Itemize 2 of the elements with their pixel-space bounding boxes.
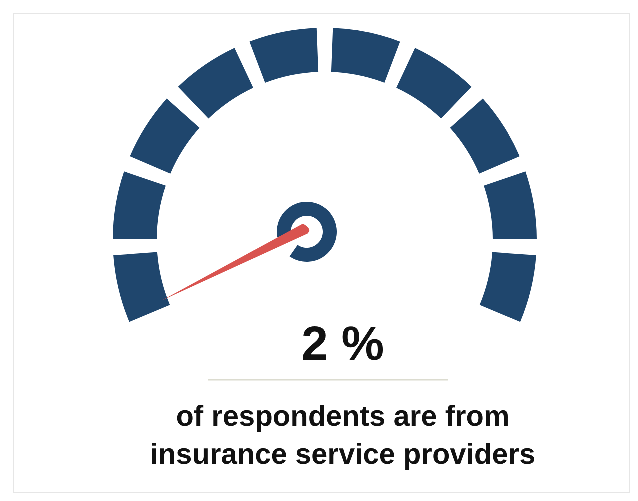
text: of respondents are from insurance service providers — [150, 401, 536, 471]
data-label: 2 % — [302, 318, 384, 371]
